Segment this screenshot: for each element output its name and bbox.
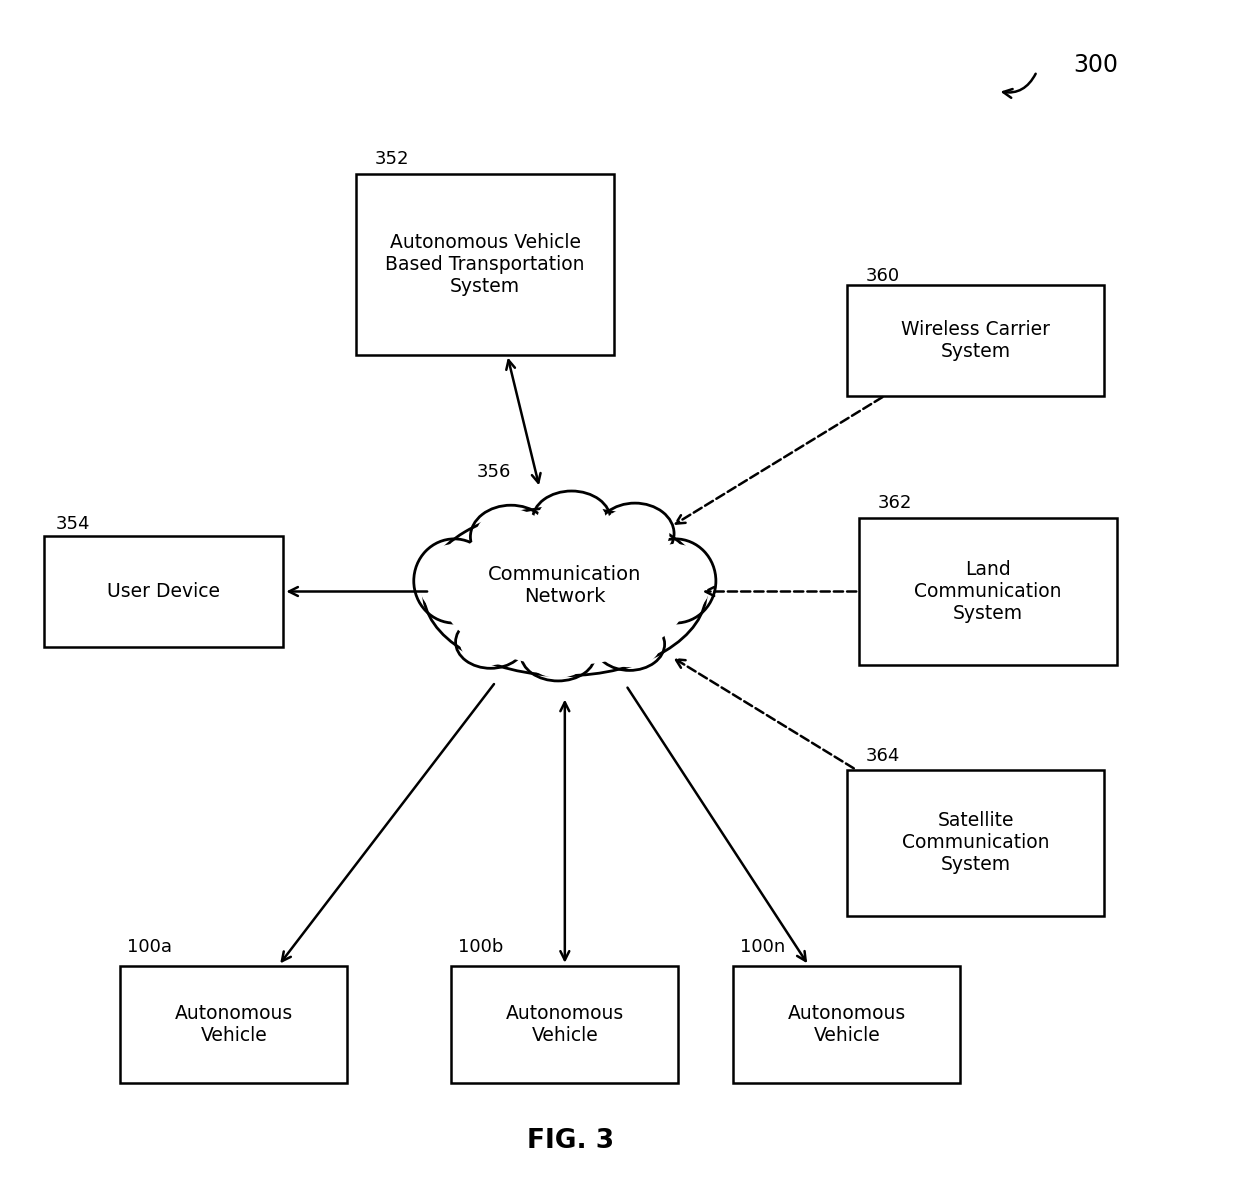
Ellipse shape [440, 517, 689, 666]
Text: Autonomous
Vehicle: Autonomous Vehicle [175, 1003, 293, 1045]
Ellipse shape [455, 615, 526, 668]
Ellipse shape [419, 544, 490, 618]
Text: 354: 354 [56, 515, 91, 534]
FancyBboxPatch shape [859, 518, 1116, 665]
FancyBboxPatch shape [120, 965, 347, 1082]
Ellipse shape [475, 509, 547, 564]
Ellipse shape [526, 632, 590, 678]
Text: 356: 356 [477, 463, 512, 481]
Ellipse shape [596, 503, 675, 564]
Text: 352: 352 [374, 150, 409, 168]
Text: Autonomous
Vehicle: Autonomous Vehicle [787, 1003, 906, 1045]
Ellipse shape [414, 539, 495, 623]
Text: Land
Communication
System: Land Communication System [914, 560, 1061, 623]
Ellipse shape [470, 505, 552, 568]
Text: User Device: User Device [108, 582, 221, 601]
FancyBboxPatch shape [45, 536, 284, 647]
Text: 362: 362 [878, 494, 911, 512]
Text: 360: 360 [866, 267, 899, 285]
Text: Wireless Carrier
System: Wireless Carrier System [901, 319, 1050, 361]
FancyBboxPatch shape [847, 770, 1105, 916]
Text: FIG. 3: FIG. 3 [527, 1127, 615, 1153]
Text: 100a: 100a [128, 938, 172, 956]
Text: Communication
Network: Communication Network [489, 565, 641, 606]
Ellipse shape [640, 544, 711, 618]
Text: Autonomous Vehicle
Based Transportation
System: Autonomous Vehicle Based Transportation … [386, 233, 585, 296]
Ellipse shape [532, 491, 610, 549]
Ellipse shape [635, 539, 715, 623]
Ellipse shape [600, 506, 670, 561]
FancyBboxPatch shape [356, 174, 614, 355]
Ellipse shape [423, 508, 707, 675]
Text: 100n: 100n [740, 938, 785, 956]
Ellipse shape [594, 618, 665, 671]
Ellipse shape [521, 628, 595, 681]
Text: 300: 300 [1074, 53, 1118, 77]
FancyBboxPatch shape [733, 965, 960, 1082]
Ellipse shape [599, 621, 661, 667]
Ellipse shape [460, 619, 522, 665]
Text: 364: 364 [866, 746, 899, 764]
Text: 100b: 100b [458, 938, 503, 956]
FancyBboxPatch shape [847, 285, 1105, 395]
Text: Satellite
Communication
System: Satellite Communication System [901, 812, 1049, 874]
Ellipse shape [537, 494, 606, 545]
Text: Autonomous
Vehicle: Autonomous Vehicle [506, 1003, 624, 1045]
FancyBboxPatch shape [451, 965, 678, 1082]
